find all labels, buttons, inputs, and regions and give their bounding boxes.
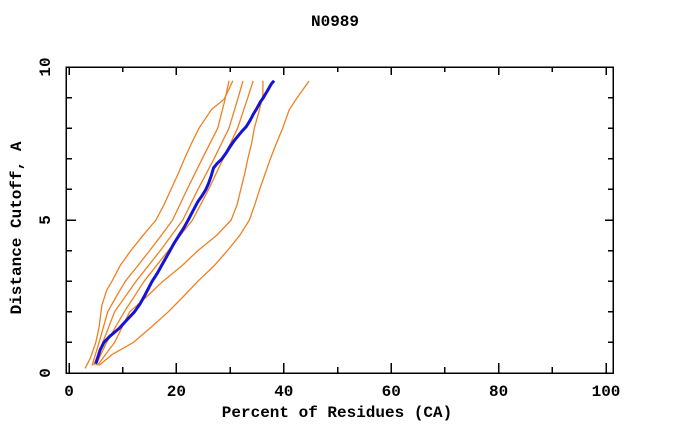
plot-frame xyxy=(65,66,614,374)
curve-orange-3 xyxy=(93,80,244,366)
curve-blue-bold xyxy=(94,79,276,365)
x-tick-label: 20 xyxy=(167,383,186,401)
x-tick-label: 80 xyxy=(489,383,508,401)
curve-orange-1 xyxy=(84,80,234,369)
y-tick-label: 5 xyxy=(37,215,55,225)
curve-orange-6 xyxy=(98,80,310,366)
plot-area: 0 20 40 60 80 100 0 5 10 xyxy=(37,57,620,401)
x-tick-label: 100 xyxy=(592,383,621,401)
curve-orange-4 xyxy=(95,80,254,366)
chart-title: N0989 xyxy=(311,13,359,31)
y-tick-label: 0 xyxy=(37,368,55,378)
y-tick-label: 10 xyxy=(37,57,55,76)
x-tick-label: 40 xyxy=(274,383,293,401)
curve-orange-5 xyxy=(96,80,264,366)
curve-orange-2 xyxy=(91,80,230,366)
x-tick-label: 0 xyxy=(64,383,74,401)
x-tick-label: 60 xyxy=(382,383,401,401)
y-axis-label: Distance Cutoff, A xyxy=(8,141,26,314)
x-axis-label: Percent of Residues (CA) xyxy=(222,404,452,422)
